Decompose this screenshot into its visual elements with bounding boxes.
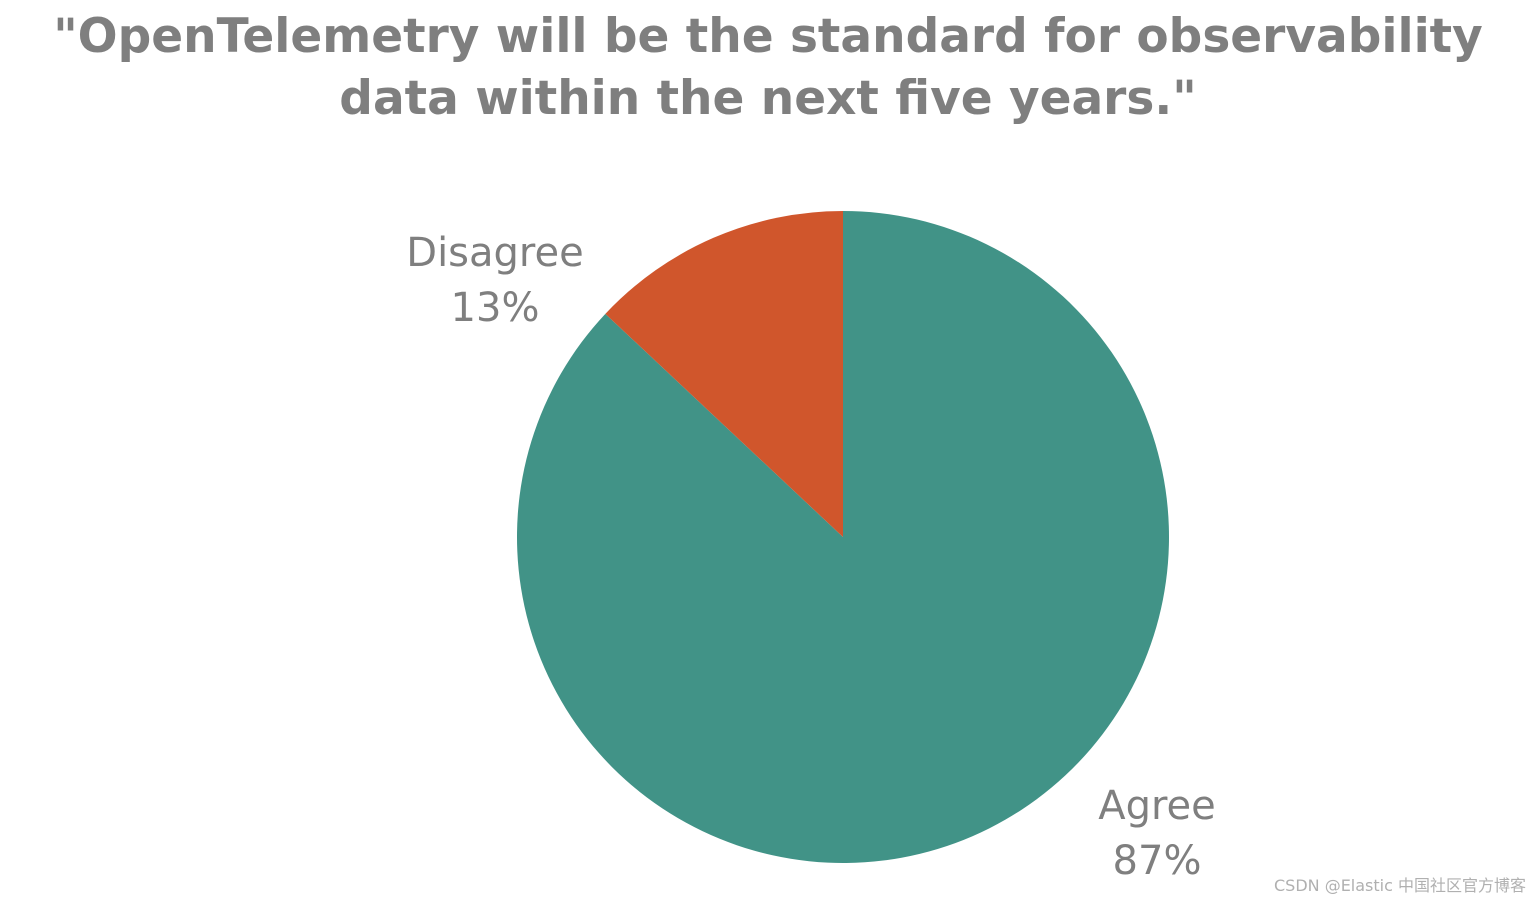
slice-value-label: 87% [1113,838,1202,884]
watermark: CSDN @Elastic 中国社区官方博客 [1273,876,1526,895]
slice-label: Disagree [406,230,583,276]
chart-title: "OpenTelemetry will be the standard for … [53,9,1483,126]
pie-slice [605,210,843,537]
slice-value-label: 13% [451,285,540,331]
slice-label: Agree [1098,783,1216,829]
